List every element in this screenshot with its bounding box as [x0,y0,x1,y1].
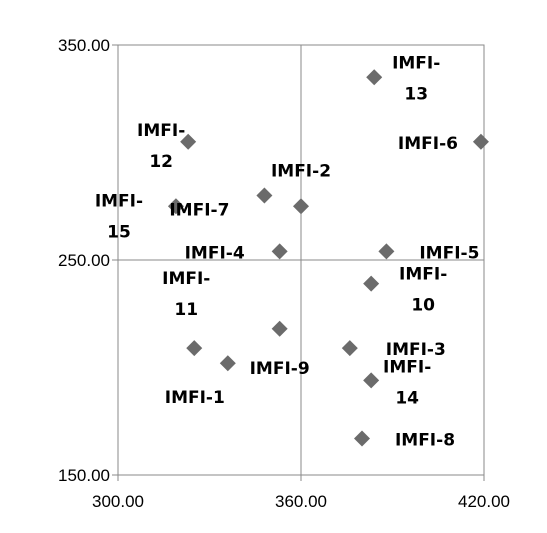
data-label-imfi-13: IMFI-13 [392,53,440,104]
data-label-imfi-10: IMFI-10 [399,265,447,316]
data-point-imfi-7 [256,187,273,204]
y-tick-label: 150.00 [58,466,110,485]
label-layer: IMFI-1 IMFI-2 IMFI-3 IMFI-4 IMFI-5 IMFI-6 IMFI… [95,53,480,450]
data-label-imfi-12: IMFI-12 [137,121,185,172]
data-label-imfi-3: IMFI-3 [386,340,446,360]
axis-layer: 150.00 250.00 350.00 300.00 360.00 420.00 [58,36,510,511]
data-point-imfi-15 [167,198,184,215]
data-label-imfi-1: IMFI-1 [165,388,225,408]
data-label-imfi-9: IMFI-9 [250,359,310,379]
data-label-imfi-7: IMFI-7 [169,201,229,221]
data-point-imfi-4 [271,243,288,260]
data-point-imfi-5 [378,243,395,260]
x-tick-label: 420.00 [458,492,510,511]
data-point-imfi-13 [366,69,383,86]
data-point-imfi-6 [472,133,489,150]
x-tick-label: 300.00 [92,492,144,511]
data-point-imfi-3 [341,340,358,357]
data-label-imfi-2: IMFI-2 [271,161,331,181]
data-label-imfi-11: IMFI-11 [162,269,210,320]
data-point-imfi-1 [219,355,236,372]
data-label-imfi-4: IMFI-4 [185,243,245,263]
data-point-imfi-8 [354,430,370,447]
marker-layer [167,69,489,447]
data-label-imfi-15: IMFI-15 [95,191,143,242]
data-point-imfi-10 [363,275,380,292]
data-label-imfi-14: IMFI-14 [383,357,431,408]
x-tick-label: 360.00 [275,492,327,511]
y-tick-label: 350.00 [58,36,110,55]
data-point-imfi-2 [293,198,309,215]
data-point-imfi-11 [186,340,203,357]
data-label-imfi-8: IMFI-8 [395,430,455,450]
data-point-imfi-9 [271,320,288,337]
data-label-imfi-5: IMFI-5 [419,243,479,263]
data-label-imfi-6: IMFI-6 [398,134,458,154]
data-point-imfi-12 [180,133,197,150]
y-tick-label: 250.00 [58,251,110,270]
data-point-imfi-14 [363,372,380,389]
